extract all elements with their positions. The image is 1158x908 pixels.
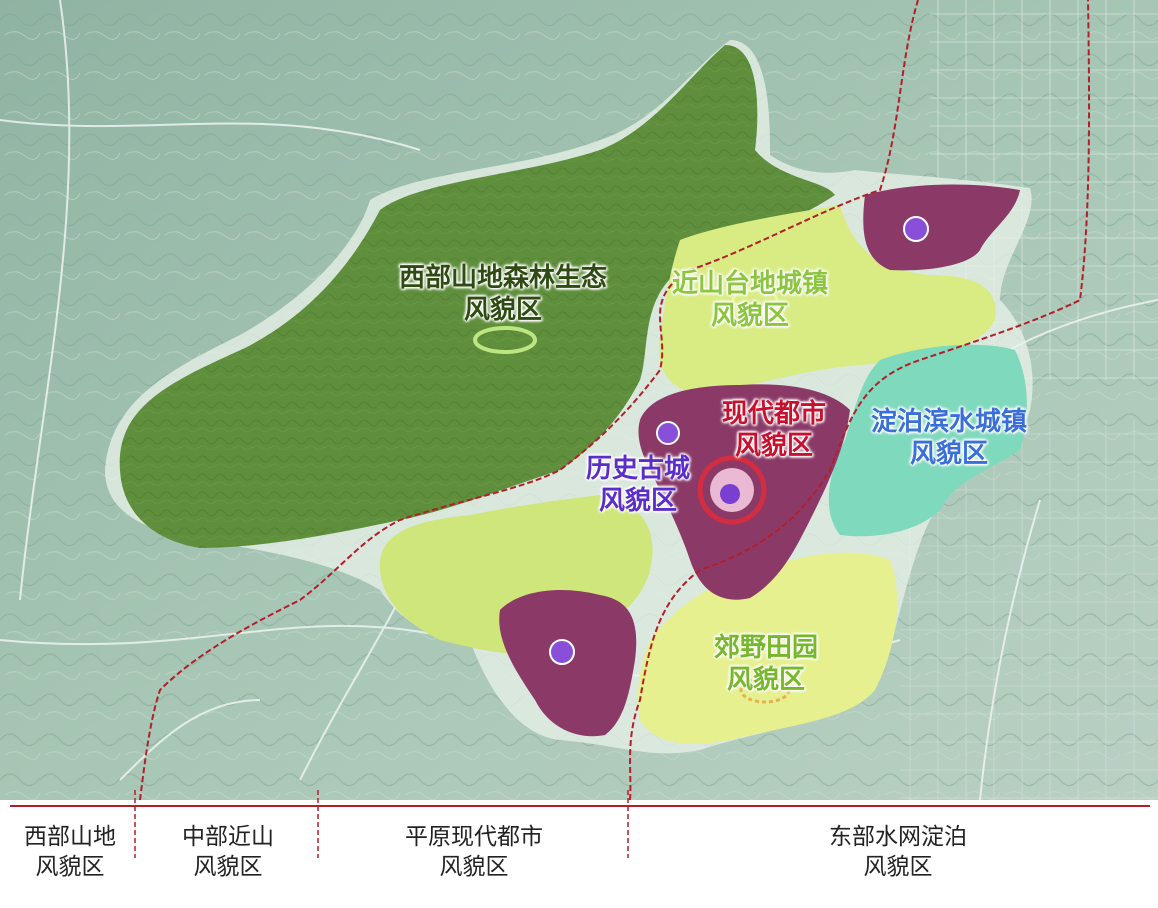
label-historic-line1: 历史古城 [585,454,690,484]
node-marker-forest [473,326,537,354]
label-waterside-line2: 风貌区 [909,439,988,469]
label-tableland-towns: 近山台地城镇 风貌区 [660,268,840,332]
zone-divider-lines [139,0,1091,801]
zone-west-forest-texture [119,45,836,548]
label-countryside-fields: 郊野田园 风貌区 [704,632,828,696]
node-marker-fields [739,676,791,704]
band-central-foothill: 中部近山 风貌区 [166,822,290,882]
label-west-forest-line2: 风貌区 [463,295,542,325]
label-west-forest-line1: 西部山地森林生态 [398,263,607,293]
historic-city-core [720,484,740,504]
historic-city-ring-outer [697,455,767,525]
label-waterside-line1: 淀泊滨水城镇 [870,407,1027,437]
band-east-water: 东部水网淀泊 风貌区 [808,822,988,882]
label-metro-line2: 风貌区 [734,431,813,461]
node-marker-metro [656,421,680,445]
label-tableland-line1: 近山台地城镇 [671,269,828,299]
band-east-line1: 东部水网淀泊 [829,824,967,850]
zone-metro-northeast [863,184,1020,271]
band-west-line2: 风貌区 [35,854,105,880]
band-central-line1: 中部近山 [182,824,274,850]
label-waterside-towns: 淀泊滨水城镇 风貌区 [858,406,1040,470]
node-marker-southwest [549,639,575,665]
band-east-line2: 风貌区 [863,854,933,880]
band-plain-line2: 风貌区 [439,854,509,880]
label-historic-line2: 风貌区 [598,486,677,516]
label-fields-line1: 郊野田园 [713,633,818,663]
label-historic-city: 历史古城 风貌区 [576,453,700,517]
label-fields-line2: 风貌区 [726,665,805,695]
band-plain-line1: 平原现代都市 [405,824,543,850]
label-metro-line1: 现代都市 [721,399,826,429]
band-plain-metro: 平原现代都市 风貌区 [386,822,562,882]
node-marker-northeast [903,216,929,242]
label-west-forest: 西部山地森林生态 风貌区 [380,262,626,326]
band-central-line2: 风貌区 [193,854,263,880]
node-marker-tableland [731,288,779,312]
label-tableland-line2: 风貌区 [710,301,789,331]
zone-tableland-towns [659,205,996,395]
divider-line-west [139,0,919,801]
divider-line-east [629,0,1091,801]
band-west-line1: 西部山地 [24,824,116,850]
label-modern-metro: 现代都市 风貌区 [712,398,836,462]
zone-waterside-towns [828,344,1027,537]
band-west-mountain: 西部山地 风貌区 [8,822,132,882]
zone-countryside-fields [638,552,898,744]
